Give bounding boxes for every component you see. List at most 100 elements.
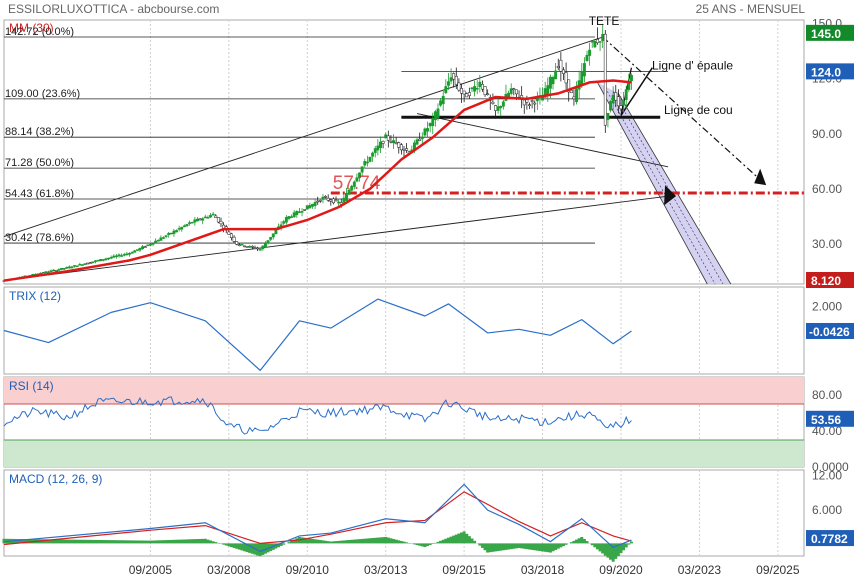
projection-arrow-head	[754, 168, 767, 186]
candle-body	[290, 216, 294, 218]
macd-histogram-bar	[310, 538, 314, 544]
macd-histogram-bar	[201, 538, 205, 544]
macd-histogram-bar	[300, 537, 304, 544]
candle-body	[167, 232, 171, 235]
candle-body	[593, 41, 597, 48]
x-tick-label: 03/2018	[521, 563, 565, 577]
candle-body	[62, 268, 66, 270]
annotation-support-value: 57.74	[333, 173, 381, 194]
candle-body	[551, 76, 555, 85]
macd-histogram-bar	[614, 543, 618, 559]
rsi-line	[3, 396, 632, 435]
macd-histogram-bar	[593, 543, 597, 548]
candle-body	[182, 225, 186, 227]
macd-histogram-bar	[279, 543, 283, 546]
candle-body	[562, 69, 565, 74]
candle-body	[368, 156, 372, 162]
macd-histogram-bar	[96, 539, 100, 544]
candle-body	[112, 255, 116, 258]
candle-body	[350, 185, 354, 191]
macd-histogram-bar	[125, 540, 129, 544]
indicator-label-rsi: RSI (14)	[9, 379, 54, 393]
macd-histogram-bar	[127, 540, 131, 544]
x-tick-label: 09/2015	[442, 563, 486, 577]
candle-body	[567, 79, 571, 93]
candle-body	[216, 217, 220, 223]
candle-body	[151, 243, 155, 245]
candle-body	[177, 228, 181, 230]
candle-body	[491, 101, 495, 104]
candle-body	[206, 217, 210, 219]
candle-body	[326, 197, 330, 201]
candle-body	[588, 49, 592, 56]
macd-histogram-bar	[436, 541, 440, 544]
macd-histogram-bar	[546, 543, 550, 553]
macd-histogram-bar	[355, 539, 359, 544]
candle-body	[138, 247, 142, 251]
macd-histogram-bar	[148, 540, 152, 544]
candle-body	[316, 200, 320, 203]
candle-body	[480, 84, 484, 90]
macd-histogram-bar	[580, 536, 584, 544]
candle-body	[334, 199, 338, 202]
macd-histogram-bar	[290, 540, 294, 544]
macd-histogram-bar	[423, 543, 427, 548]
fibonacci-label: 88.14 (38.2%)	[5, 126, 74, 138]
macd-histogram-bar	[180, 539, 184, 544]
channel-line-lower	[618, 93, 732, 285]
candle-body	[209, 215, 212, 218]
macd-histogram-bar	[609, 543, 613, 560]
candle-body	[619, 105, 623, 110]
macd-histogram-bar	[334, 541, 338, 544]
macd-histogram-bar	[598, 543, 602, 552]
macd-histogram-bar	[130, 540, 134, 544]
macd-histogram-bar	[496, 543, 500, 552]
macd-histogram-bar	[454, 534, 458, 544]
macd-histogram-bar	[590, 543, 594, 546]
ma-line	[3, 79, 632, 282]
candle-body	[345, 193, 348, 201]
macd-histogram-bar	[164, 540, 168, 544]
candle-body	[313, 202, 317, 206]
macd-histogram-bar	[203, 538, 207, 544]
macd-histogram-bar	[86, 539, 90, 544]
candle-body	[329, 199, 333, 202]
macd-histogram-bar	[347, 540, 351, 544]
macd-histogram-bar	[308, 538, 312, 544]
macd-histogram-bar	[169, 539, 173, 544]
macd-histogram-bar	[561, 543, 565, 547]
candle-body	[371, 152, 375, 157]
candle-body	[486, 93, 490, 96]
macd-histogram-bar	[556, 543, 560, 549]
macd-histogram-bar	[282, 543, 286, 545]
candle-body	[420, 136, 424, 139]
macd-histogram-bar	[426, 543, 430, 547]
candle-body	[494, 105, 497, 111]
candle-body	[569, 90, 573, 94]
candle-body	[46, 271, 50, 273]
macd-histogram-bar	[214, 542, 218, 544]
macd-histogram-bar	[420, 543, 424, 547]
indicator-label-trix: TRIX (12)	[9, 289, 61, 303]
candle-body	[274, 229, 278, 235]
trendline-shoulder	[416, 113, 669, 168]
candle-body	[512, 88, 516, 90]
candle-body	[373, 148, 377, 153]
macd-histogram-bar	[321, 540, 325, 544]
candle-body	[415, 139, 419, 145]
candle-body	[169, 232, 173, 235]
candle-body	[585, 54, 589, 61]
macd-histogram-bar	[57, 539, 61, 544]
macd-histogram-bar	[329, 541, 333, 544]
candle-body	[261, 245, 265, 250]
macd-histogram-bar	[541, 543, 545, 552]
candle-body	[117, 254, 121, 257]
macd-histogram-bar	[559, 543, 563, 548]
candle-body	[627, 83, 631, 90]
macd-line	[3, 483, 632, 553]
candle-body	[444, 86, 448, 93]
candle-body	[622, 100, 626, 106]
candle-body	[483, 86, 487, 96]
trix-badge	[806, 322, 854, 339]
candle-body	[88, 262, 92, 264]
